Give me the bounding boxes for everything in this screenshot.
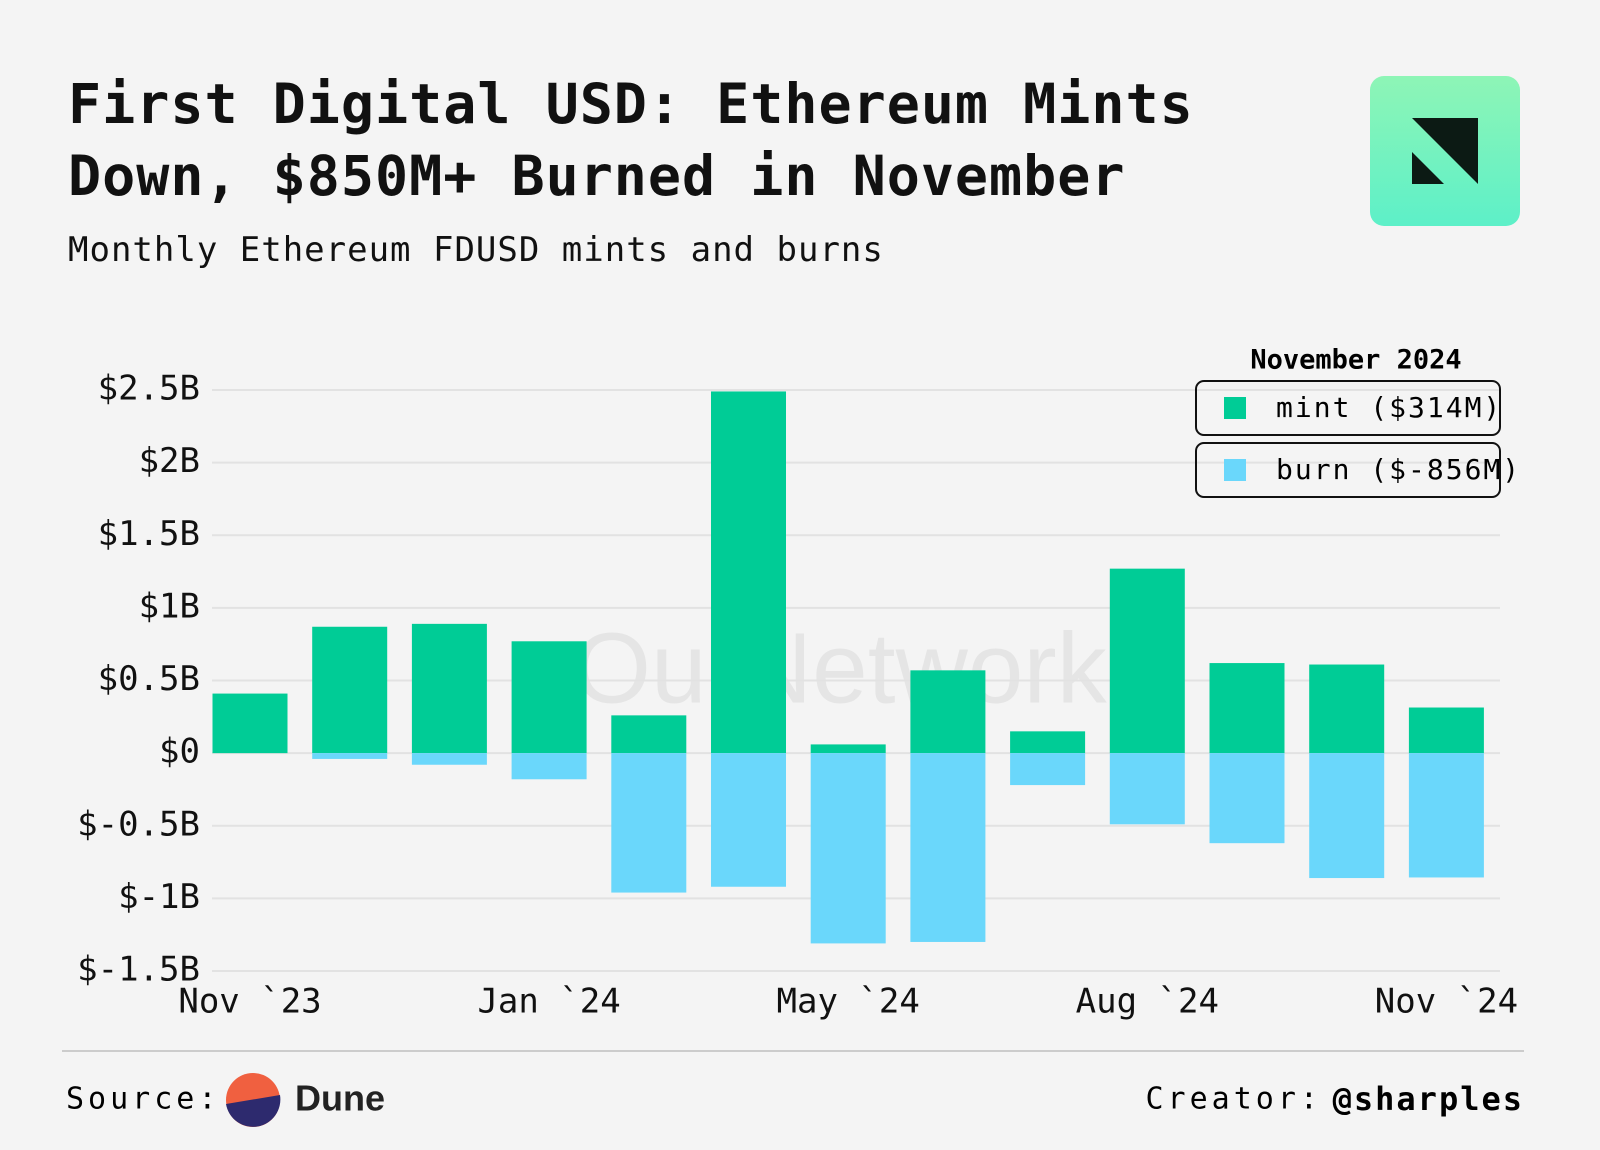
bar: [312, 626, 388, 754]
x-tick-label: Nov `23: [178, 982, 321, 1022]
creator-label: Creator:: [1146, 1082, 1323, 1117]
legend-label: burn ($-856M): [1276, 453, 1521, 486]
y-tick-label: $0: [159, 732, 200, 772]
y-tick-label: $1.5B: [98, 514, 200, 554]
bar: [411, 753, 487, 765]
y-tick-label: $0.5B: [98, 659, 200, 699]
legend-title: November 2024: [1250, 345, 1461, 376]
dune-logo: [226, 1073, 281, 1127]
bar: [212, 693, 288, 754]
bar: [1109, 753, 1185, 825]
bar: [910, 753, 986, 942]
logo: [1370, 76, 1520, 226]
chart-subtitle: Monthly Ethereum FDUSD mints and burns: [68, 230, 884, 270]
bar: [1109, 568, 1185, 754]
bar: [1309, 753, 1385, 879]
bar: [1010, 731, 1086, 754]
watermark: OurNetwork: [573, 612, 1107, 724]
legend-box: [1195, 442, 1501, 498]
bar: [511, 753, 587, 780]
creator-name: @sharples: [1333, 1080, 1524, 1118]
y-tick-label: $-0.5B: [77, 804, 200, 844]
x-tick-label: Aug `24: [1076, 982, 1219, 1022]
bar: [711, 391, 786, 754]
y-tick-label: $2B: [139, 441, 200, 481]
bar: [511, 641, 587, 754]
source-name: Dune: [295, 1078, 385, 1119]
bar: [1010, 753, 1086, 786]
bar: [1209, 753, 1285, 844]
bar: [711, 753, 786, 887]
bar: [1408, 707, 1484, 754]
legend-swatch: [1224, 397, 1246, 419]
legend-label: mint ($314M): [1276, 391, 1502, 424]
bar: [1408, 753, 1484, 878]
x-tick-label: May `24: [777, 982, 920, 1022]
bar: [611, 715, 687, 754]
bar: [1309, 664, 1385, 754]
bar: [611, 753, 687, 893]
bar: [312, 753, 388, 759]
y-tick-label: $-1B: [118, 877, 200, 917]
y-tick-label: $1B: [139, 586, 200, 626]
y-tick-label: $-1.5B: [77, 950, 200, 990]
chart-title: First Digital USD: Ethereum Mints Down, …: [68, 72, 1194, 208]
source-label: Source:: [66, 1082, 220, 1117]
x-tick-label: Jan `24: [477, 982, 620, 1022]
bar: [1209, 663, 1285, 754]
bar: [910, 670, 986, 754]
bar: [411, 623, 487, 754]
legend-swatch: [1224, 459, 1246, 481]
y-tick-label: $2.5B: [98, 369, 200, 409]
legend-box: [1195, 380, 1501, 436]
x-tick-label: Nov `24: [1375, 982, 1518, 1022]
bar: [810, 744, 886, 754]
bar: [810, 753, 886, 944]
